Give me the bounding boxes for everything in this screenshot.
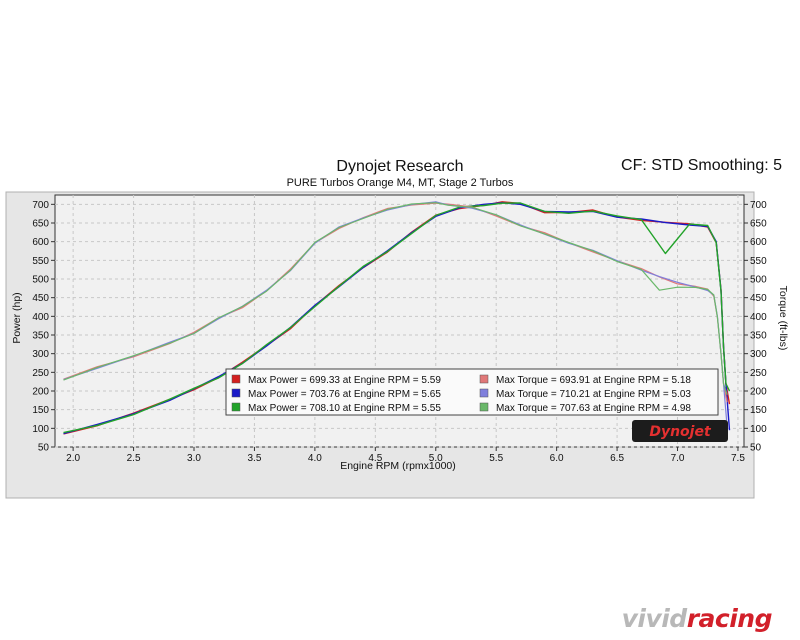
legend-swatch xyxy=(231,402,241,412)
y-tick-label-left: 50 xyxy=(38,443,50,454)
legend-swatch xyxy=(479,402,489,412)
legend-entry: Max Torque = 707.63 at Engine RPM = 4.98 xyxy=(496,403,691,414)
legend: Max Power = 699.33 at Engine RPM = 5.59 M… xyxy=(225,368,719,416)
y-tick-label-left: 100 xyxy=(32,424,49,435)
y-tick-label-left: 350 xyxy=(32,331,49,342)
legend-box xyxy=(225,368,719,416)
vividracing-watermark: vividracing xyxy=(621,604,773,633)
y-tick-label-right: 700 xyxy=(750,200,767,211)
legend-entry: Max Power = 699.33 at Engine RPM = 5.59 xyxy=(248,375,441,386)
y-tick-label-right: 600 xyxy=(750,237,767,248)
y-tick-label-left: 400 xyxy=(32,312,49,323)
y-tick-label-right: 350 xyxy=(750,331,767,342)
dynojet-logo-bg xyxy=(632,420,728,442)
grid-lines xyxy=(55,195,744,448)
y-tick-label-right: 150 xyxy=(750,405,767,416)
y-tick-label-left: 150 xyxy=(32,405,49,416)
y-tick-label-right: 100 xyxy=(750,424,767,435)
chart-title: Dynojet Research xyxy=(336,158,464,175)
x-tick-label: 7.0 xyxy=(671,453,685,464)
y-tick-label-right: 250 xyxy=(750,368,767,379)
x-tick-label: 2.0 xyxy=(66,453,80,464)
torque-series-line xyxy=(63,202,728,395)
dynojet-logo-text: Dynojet xyxy=(649,424,712,440)
legend-swatch xyxy=(479,374,489,384)
watermark-part2: racing xyxy=(686,604,773,633)
chart-subtitle: PURE Turbos Orange M4, MT, Stage 2 Turbo… xyxy=(286,177,514,189)
y-tick-label-right: 200 xyxy=(750,387,767,398)
y-axis-right-label: Torque (ft-lbs) xyxy=(777,286,789,351)
y-tick-label-right: 300 xyxy=(750,349,767,360)
x-tick-label: 2.5 xyxy=(127,453,141,464)
tick-labels: 2.0 2.5 3.0 3.5 4.0 4.5 5.0 5.5 6.0 6.5 7.0 7.5 50 50… xyxy=(32,200,767,464)
y-tick-label-left: 250 xyxy=(32,368,49,379)
power-series-line xyxy=(63,202,731,434)
correction-factor-label: CF: STD xyxy=(621,157,684,174)
x-tick-label: 7.5 xyxy=(731,453,745,464)
y-tick-label-left: 600 xyxy=(32,237,49,248)
y-tick-label-left: 700 xyxy=(32,200,49,211)
legend-items: Max Power = 699.33 at Engine RPM = 5.59 M… xyxy=(231,374,691,414)
legend-swatch xyxy=(479,388,489,398)
dynojet-logo: Dynojet xyxy=(632,420,728,442)
legend-entry: Max Torque = 693.91 at Engine RPM = 5.18 xyxy=(496,375,691,386)
y-tick-label-left: 200 xyxy=(32,387,49,398)
x-tick-label: 3.5 xyxy=(247,453,261,464)
y-tick-label-right: 650 xyxy=(750,219,767,230)
x-tick-label: 4.0 xyxy=(308,453,322,464)
x-axis-label: Engine RPM (rpmx1000) xyxy=(340,460,456,472)
legend-entry: Max Power = 708.10 at Engine RPM = 5.55 xyxy=(248,403,441,414)
series-layer xyxy=(63,201,731,435)
x-tick-label: 6.0 xyxy=(550,453,564,464)
x-tick-label: 4.5 xyxy=(368,453,382,464)
y-tick-label-right: 500 xyxy=(750,275,767,286)
y-axis-left-label: Power (hp) xyxy=(11,292,23,343)
x-tick-label: 5.0 xyxy=(429,453,443,464)
y-tick-label-left: 650 xyxy=(32,219,49,230)
x-tick-label: 6.5 xyxy=(610,453,624,464)
legend-swatch xyxy=(231,374,241,384)
y-tick-label-left: 300 xyxy=(32,349,49,360)
x-tick-label: 5.5 xyxy=(489,453,503,464)
y-tick-label-left: 500 xyxy=(32,275,49,286)
y-tick-label-right: 400 xyxy=(750,312,767,323)
smoothing-label: Smoothing: 5 xyxy=(687,157,782,174)
x-tick-label: 3.0 xyxy=(187,453,201,464)
y-tick-label-right: 550 xyxy=(750,256,767,267)
legend-swatch xyxy=(231,388,241,398)
y-tick-label-right: 50 xyxy=(750,443,762,454)
y-tick-label-left: 550 xyxy=(32,256,49,267)
correction-smoothing-label: CF: STD Smoothing: 5 xyxy=(621,157,782,175)
y-tick-label-right: 450 xyxy=(750,293,767,304)
legend-entry: Max Torque = 710.21 at Engine RPM = 5.03 xyxy=(496,389,691,400)
y-tick-label-left: 450 xyxy=(32,293,49,304)
watermark-part1: vivid xyxy=(621,604,688,633)
legend-entry: Max Power = 703.76 at Engine RPM = 5.65 xyxy=(248,389,441,400)
